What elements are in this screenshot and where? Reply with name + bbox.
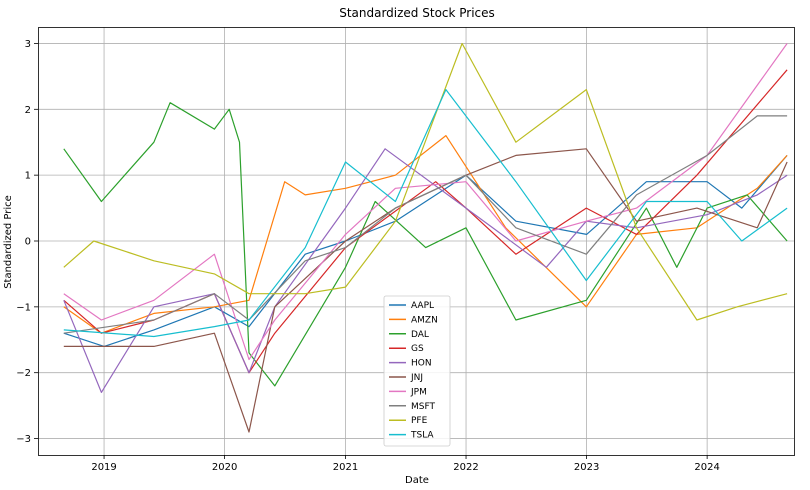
x-tick-label: 2020 [212, 462, 237, 473]
series-line-pfe [63, 42, 788, 321]
legend-label-tsla: TSLA [410, 431, 434, 441]
legend-label-aapl: AAPL [411, 301, 434, 311]
legend-label-amzn: AMZN [411, 315, 438, 325]
x-tick-label: 2022 [453, 462, 478, 473]
series-lines [63, 42, 788, 433]
x-tick-label: 2021 [333, 462, 358, 473]
legend: AAPL AMZN DAL GS HON JNJ JPM MSFT PFE TSLA [383, 295, 451, 447]
y-tick-label: −1 [16, 302, 31, 313]
series-line-tsla [63, 89, 788, 338]
legend-label-jnj: JNJ [410, 373, 423, 383]
legend-label-hon: HON [411, 359, 432, 369]
legend-label-gs: GS [411, 344, 424, 354]
y-tick-label: 0 [25, 237, 31, 248]
y-tick-label: 3 [25, 39, 31, 50]
chart-title: Standardized Stock Prices [339, 6, 495, 20]
y-axis-label: Standardized Price [3, 195, 14, 289]
legend-label-jpm: JPM [410, 387, 427, 397]
legend-label-pfe: PFE [411, 416, 428, 426]
series-line-msft [63, 115, 788, 334]
series-line-dal [63, 102, 788, 387]
legend-label-msft: MSFT [411, 402, 435, 412]
y-tick-label: −3 [16, 434, 31, 445]
series-line-hon [63, 148, 788, 393]
axis-ticks: 2019 2020 2021 2022 2023 2024 −3 −2 −1 0 1 2 3 [16, 39, 720, 473]
y-tick-label: −2 [16, 368, 31, 379]
x-tick-label: 2024 [694, 462, 719, 473]
legend-label-dal: DAL [411, 330, 429, 340]
plot-frame [38, 27, 795, 456]
y-tick-label: 1 [25, 171, 31, 182]
x-tick-label: 2019 [91, 462, 116, 473]
x-tick-label: 2023 [574, 462, 599, 473]
series-line-jpm [63, 43, 788, 361]
y-tick-label: 2 [25, 105, 31, 116]
x-axis-label: Date [405, 475, 429, 486]
